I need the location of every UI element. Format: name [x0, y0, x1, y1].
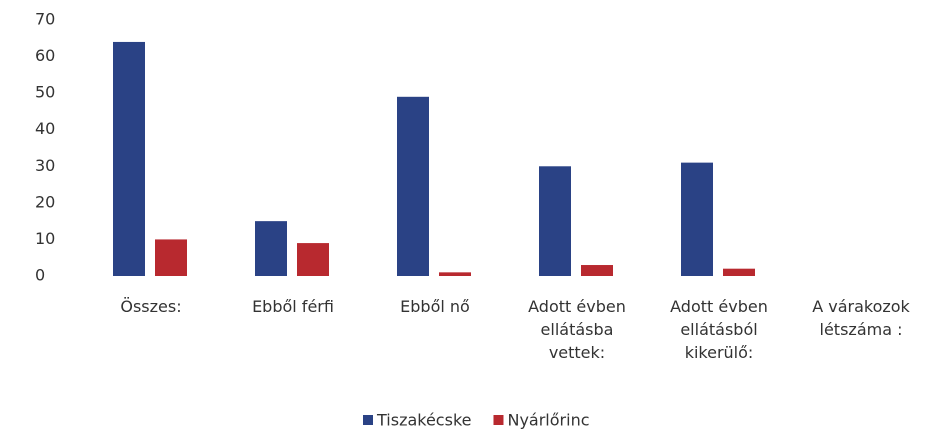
- legend-label: Nyárlőrinc: [507, 411, 589, 430]
- bar: [581, 265, 613, 276]
- bar: [297, 243, 329, 276]
- x-tick-label: A várakozok létszáma :: [812, 297, 910, 339]
- bar: [539, 166, 571, 276]
- y-tick-label: 10: [35, 229, 55, 248]
- y-tick-label: 20: [35, 192, 55, 211]
- x-tick-label: Adott évben ellátásból kikerülő:: [670, 297, 768, 362]
- legend-swatch: [363, 415, 373, 425]
- bar: [397, 96, 429, 276]
- bar: [155, 239, 187, 276]
- legend-label: Tiszakécske: [376, 411, 471, 430]
- y-tick-label: 0: [35, 266, 45, 285]
- y-tick-label: 30: [35, 156, 55, 175]
- y-tick-label: 60: [35, 46, 55, 65]
- bar: [723, 268, 755, 276]
- x-tick-label: Ebből nő: [400, 297, 470, 316]
- y-tick-label: 40: [35, 119, 55, 138]
- y-tick-label: 50: [35, 83, 55, 102]
- legend-swatch: [493, 415, 504, 425]
- bar: [113, 41, 145, 276]
- x-tick-label: Ebből férfi: [252, 297, 334, 316]
- y-tick-label: 70: [35, 10, 55, 29]
- bar: [255, 221, 287, 276]
- x-tick-label: Összes:: [120, 297, 182, 316]
- x-tick-label: Adott évben ellátásba vettek:: [528, 297, 626, 362]
- bar: [439, 272, 471, 276]
- bar: [681, 162, 713, 276]
